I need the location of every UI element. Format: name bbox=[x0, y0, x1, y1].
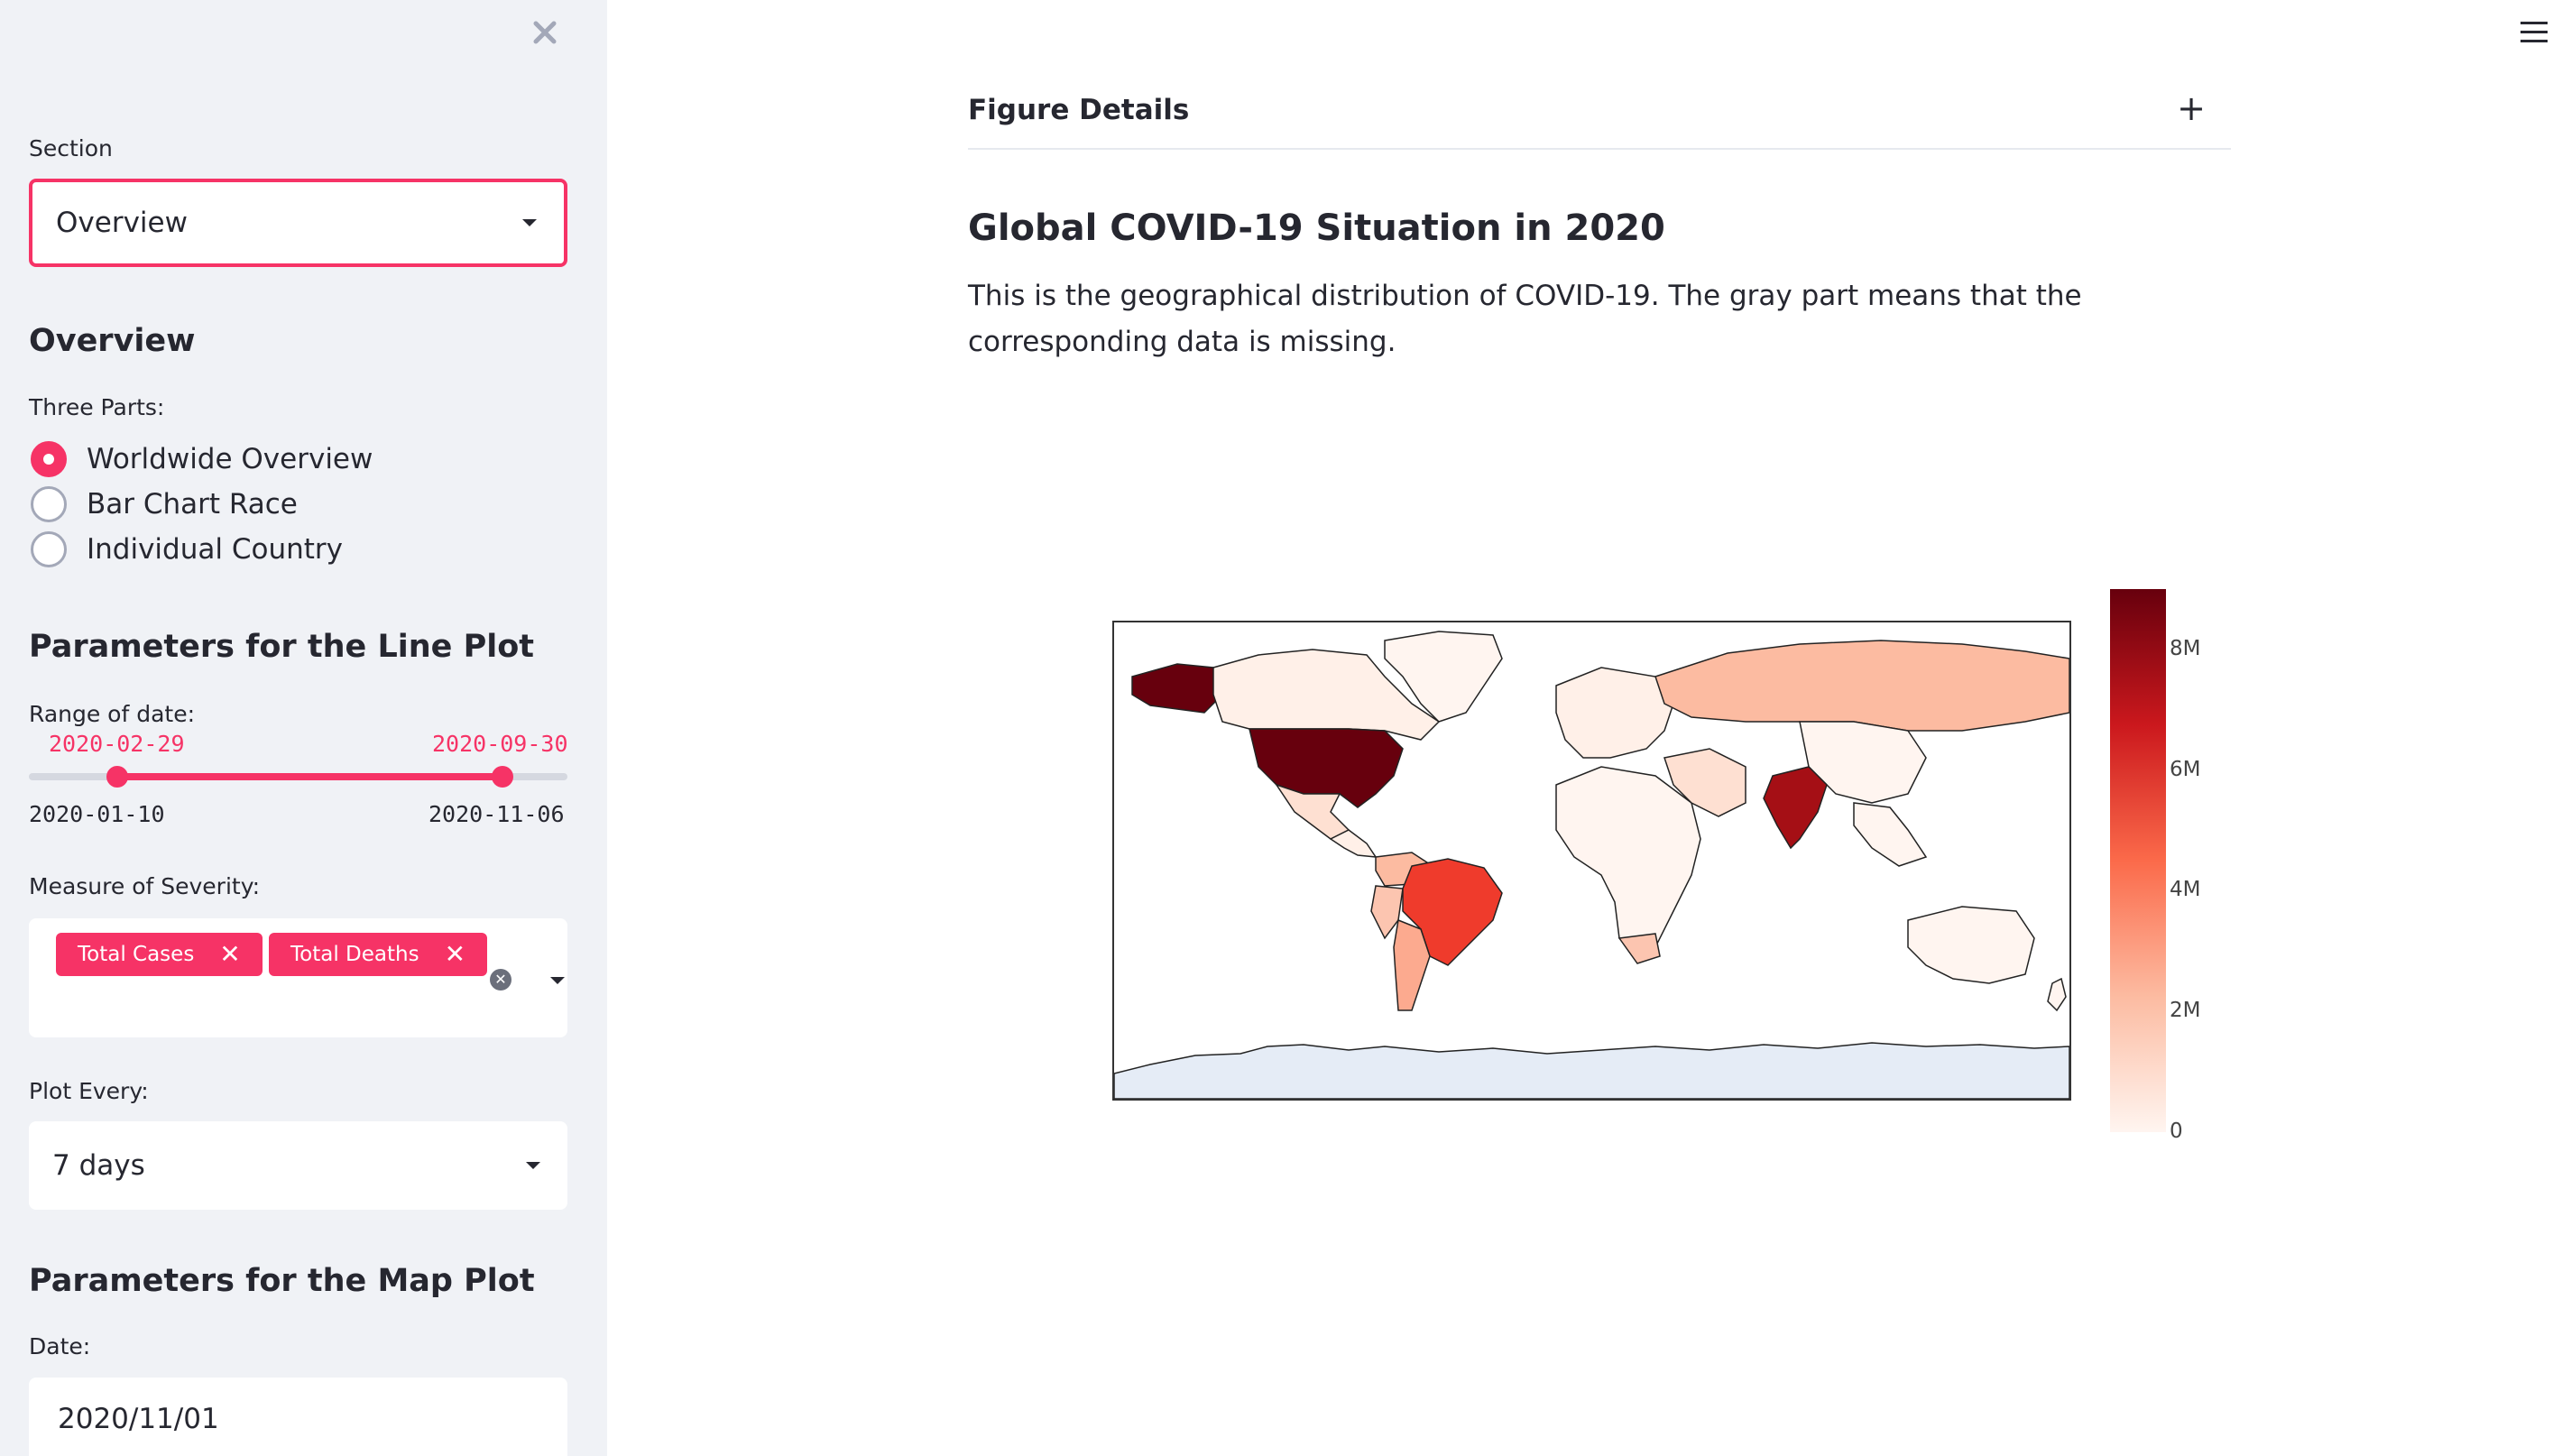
clear-all-icon[interactable]: ✕ bbox=[490, 969, 511, 991]
date-input-value: 2020/11/01 bbox=[58, 1403, 219, 1435]
country-antarctica[interactable] bbox=[1114, 1042, 2069, 1099]
radio-label: Worldwide Overview bbox=[87, 443, 373, 475]
overview-heading: Overview bbox=[29, 323, 196, 359]
country-new-zealand[interactable] bbox=[2047, 977, 2067, 1012]
range-start-value: 2020-02-29 bbox=[49, 731, 185, 757]
expander-title: Figure Details bbox=[968, 94, 1190, 126]
country-canada[interactable] bbox=[1212, 649, 1441, 741]
radio-label: Bar Chart Race bbox=[87, 488, 298, 521]
range-of-date-label: Range of date: bbox=[29, 701, 196, 727]
range-end-thumb[interactable] bbox=[492, 766, 513, 788]
map-svg bbox=[1114, 622, 2069, 1099]
severity-multiselect[interactable]: Total Cases ✕ Total Deaths ✕ ✕ bbox=[29, 918, 567, 1037]
colorbar-tick-label: 0 bbox=[2170, 1120, 2183, 1143]
radio-bar-chart-race[interactable]: Bar Chart Race bbox=[31, 486, 298, 522]
range-start-thumb[interactable] bbox=[106, 766, 128, 788]
range-min-label: 2020-01-10 bbox=[29, 801, 165, 827]
country-south-africa[interactable] bbox=[1617, 933, 1661, 964]
radio-label: Individual Country bbox=[87, 533, 343, 566]
country-southeast-asia[interactable] bbox=[1853, 802, 1928, 867]
map-colorbar bbox=[2110, 589, 2166, 1132]
range-max-label: 2020-11-06 bbox=[429, 801, 565, 827]
tag-label: Total Deaths bbox=[290, 943, 419, 966]
colorbar-tick-label: 2M bbox=[2170, 999, 2201, 1023]
three-parts-label: Three Parts: bbox=[29, 394, 165, 420]
page-description: This is the geographical distribution of… bbox=[968, 280, 2082, 358]
menu-button[interactable] bbox=[2521, 20, 2549, 45]
country-greenland[interactable] bbox=[1384, 631, 1503, 723]
remove-tag-icon[interactable]: ✕ bbox=[219, 939, 241, 969]
close-icon bbox=[533, 21, 557, 44]
section-label: Section bbox=[29, 135, 113, 161]
plot-every-value: 7 days bbox=[52, 1149, 145, 1182]
close-sidebar-button[interactable] bbox=[529, 16, 561, 49]
colorbar-tick-label: 6M bbox=[2170, 757, 2201, 781]
range-end-value: 2020-09-30 bbox=[432, 731, 568, 757]
date-label: Date: bbox=[29, 1333, 91, 1359]
country-brazil[interactable] bbox=[1402, 858, 1503, 966]
tag-total-cases[interactable]: Total Cases ✕ bbox=[56, 933, 263, 976]
section-select[interactable]: Overview bbox=[29, 179, 567, 267]
page-title: Global COVID-19 Situation in 2020 bbox=[968, 207, 1665, 249]
colorbar-tick-label: 4M bbox=[2170, 878, 2201, 902]
world-choropleth-map[interactable] bbox=[1112, 621, 2071, 1101]
figure-details-expander[interactable]: Figure Details + bbox=[968, 81, 2231, 150]
date-input[interactable]: 2020/11/01 bbox=[29, 1378, 567, 1456]
section-select-value: Overview bbox=[56, 207, 188, 239]
expand-icon: + bbox=[2177, 88, 2206, 128]
chevron-down-icon bbox=[522, 219, 537, 226]
country-middle-east[interactable] bbox=[1663, 748, 1746, 817]
plot-every-select[interactable]: 7 days bbox=[29, 1121, 567, 1210]
country-india[interactable] bbox=[1763, 766, 1828, 850]
radio-individual-country[interactable]: Individual Country bbox=[31, 531, 343, 567]
date-range-slider-fill bbox=[117, 773, 502, 780]
radio-unchecked-icon bbox=[31, 531, 67, 567]
line-plot-heading: Parameters for the Line Plot bbox=[29, 629, 535, 665]
plot-every-label: Plot Every: bbox=[29, 1078, 149, 1104]
sidebar: Section Overview Overview Three Parts: W… bbox=[0, 0, 607, 1456]
chevron-down-icon bbox=[526, 1162, 540, 1169]
country-argentina[interactable] bbox=[1393, 918, 1431, 1011]
colorbar-tick-label: 8M bbox=[2170, 636, 2201, 660]
tag-total-deaths[interactable]: Total Deaths ✕ bbox=[269, 933, 488, 976]
severity-label: Measure of Severity: bbox=[29, 873, 261, 899]
country-alaska[interactable] bbox=[1131, 663, 1223, 714]
tag-label: Total Cases bbox=[78, 943, 195, 966]
radio-checked-icon bbox=[31, 441, 67, 477]
country-peru[interactable] bbox=[1370, 885, 1404, 940]
country-europe[interactable] bbox=[1555, 667, 1674, 759]
radio-worldwide-overview[interactable]: Worldwide Overview bbox=[31, 441, 373, 477]
hamburger-icon bbox=[2521, 22, 2548, 24]
chevron-down-icon[interactable] bbox=[550, 977, 565, 984]
country-russia[interactable] bbox=[1654, 640, 2069, 732]
country-australia[interactable] bbox=[1907, 906, 2035, 984]
remove-tag-icon[interactable]: ✕ bbox=[444, 939, 466, 969]
radio-unchecked-icon bbox=[31, 486, 67, 522]
map-plot-heading: Parameters for the Map Plot bbox=[29, 1263, 535, 1299]
